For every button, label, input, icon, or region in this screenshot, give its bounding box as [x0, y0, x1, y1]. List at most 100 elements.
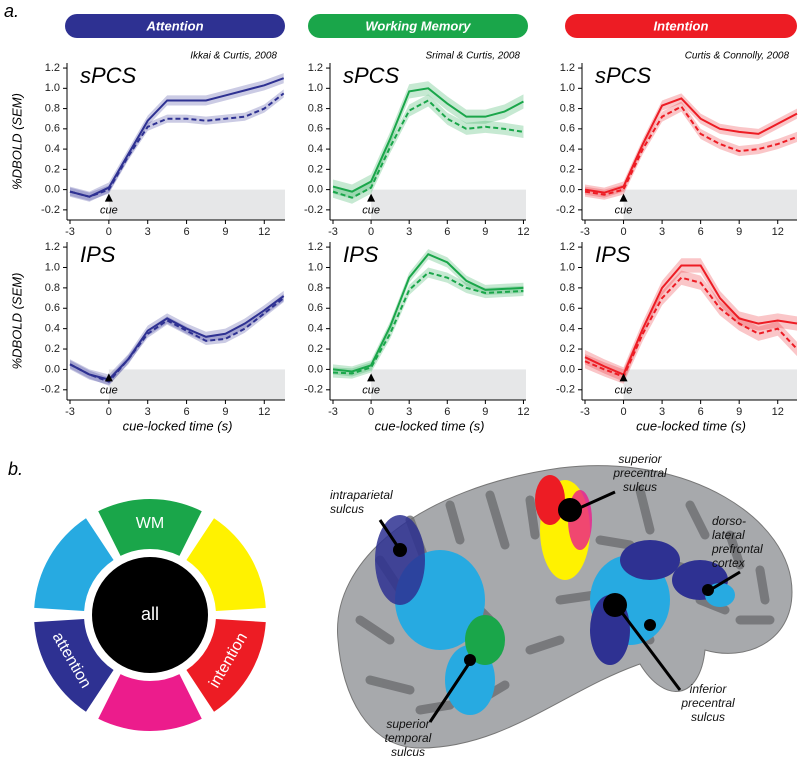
y-tick-label: 1.2 [308, 241, 323, 253]
y-tick-label: 0.2 [560, 163, 575, 175]
sem-band [70, 293, 284, 386]
y-tick-label: 0.8 [45, 102, 60, 114]
brain-label: sulcus [691, 710, 725, 724]
wheel-segment [98, 499, 202, 556]
brain-label: superior [386, 717, 430, 731]
x-tick-label: 9 [222, 226, 228, 238]
citation: Ikkai & Curtis, 2008 [190, 51, 277, 62]
sem-band [585, 270, 797, 384]
cue-marker [367, 193, 376, 202]
y-tick-label: -0.2 [41, 204, 60, 216]
brain-label: sulcus [623, 480, 657, 494]
y-tick-label: 0.6 [45, 123, 60, 135]
line [584, 105, 798, 196]
activations [375, 475, 735, 715]
x-tick-label: 12 [517, 406, 529, 418]
x-tick-label: 0 [368, 406, 374, 418]
y-tick-label: 0.0 [560, 363, 575, 375]
wheel-segment [34, 619, 114, 712]
x-tick-label: 6 [444, 406, 450, 418]
y-tick-label: 0.8 [560, 282, 575, 294]
line [69, 92, 285, 198]
y-tick-label: 1.0 [45, 82, 60, 94]
y-tick-label: 0.0 [560, 184, 575, 196]
annotation: cue [100, 384, 118, 396]
y-tick-label: 1.2 [45, 62, 60, 74]
line [584, 97, 798, 194]
brain-label: temporal [385, 731, 432, 745]
x-tick-label: -3 [328, 226, 338, 238]
baseline-shade [623, 369, 797, 400]
y-tick-label: 1.2 [308, 62, 323, 74]
column-header [565, 14, 797, 38]
sem-band [333, 94, 524, 204]
y-tick-label: 0.6 [45, 302, 60, 314]
x-tick-label: 3 [145, 226, 151, 238]
x-tick-label: 9 [482, 226, 488, 238]
y-tick-label: 0.8 [560, 102, 575, 114]
wheel-center [92, 557, 208, 673]
brain-label: cortex [712, 556, 746, 570]
wheel-label: WM [136, 515, 164, 532]
x-tick-label: 3 [145, 406, 151, 418]
brain-label: sulcus [330, 502, 364, 516]
y-tick-label: 0.6 [560, 123, 575, 135]
line [69, 295, 285, 381]
annotation: cue [615, 384, 633, 396]
y-tick-label: 1.0 [308, 261, 323, 273]
x-tick-label: 3 [406, 406, 412, 418]
baseline-shade [623, 189, 797, 220]
y-tick-label: -0.2 [304, 384, 323, 396]
x-tick-label: 3 [659, 226, 665, 238]
panel-label: b. [8, 459, 23, 479]
annotation: cue [362, 205, 380, 217]
x-tick-label: 12 [772, 406, 784, 418]
brain [337, 465, 793, 749]
brain-label: dorso- [712, 514, 746, 528]
brain-label: lateral [712, 528, 745, 542]
x-axis-label: cue-locked time (s) [636, 418, 746, 433]
y-tick-label: 0.4 [308, 143, 323, 155]
x-tick-label: 12 [258, 226, 270, 238]
column-title: Working Memory [365, 18, 471, 33]
y-tick-label: 0.2 [45, 343, 60, 355]
x-tick-label: 0 [620, 406, 626, 418]
x-tick-label: 6 [184, 226, 190, 238]
x-axis-label: cue-locked time (s) [375, 418, 485, 433]
x-tick-label: 12 [772, 226, 784, 238]
baseline-shade [108, 189, 285, 220]
y-tick-label: 0.4 [45, 323, 60, 335]
y-tick-label: 0.0 [45, 363, 60, 375]
x-tick-label: 9 [222, 406, 228, 418]
column-title: Intention [654, 18, 709, 33]
annotation: cue [615, 205, 633, 217]
x-tick-label: 12 [258, 406, 270, 418]
x-tick-label: 0 [106, 226, 112, 238]
y-tick-label: 1.0 [45, 261, 60, 273]
citation: Srimal & Curtis, 2008 [426, 51, 521, 62]
y-tick-label: 1.2 [560, 62, 575, 74]
region-label: sPCS [343, 63, 400, 88]
y-tick-label: 0.2 [560, 343, 575, 355]
sem-band [585, 258, 797, 382]
column-title: Attention [145, 18, 203, 33]
line [584, 264, 798, 376]
y-tick-label: 0.6 [308, 302, 323, 314]
baseline-shade [371, 189, 526, 220]
x-tick-label: 3 [406, 226, 412, 238]
baseline-shade [108, 369, 285, 400]
y-tick-label: 0.4 [560, 323, 575, 335]
region-label: sPCS [595, 63, 652, 88]
line [584, 276, 798, 378]
y-tick-label: 0.4 [45, 143, 60, 155]
cue-marker [104, 373, 113, 382]
line [69, 297, 285, 383]
line [332, 271, 524, 375]
y-tick-label: -0.2 [304, 204, 323, 216]
sem-band [70, 290, 284, 385]
y-tick-label: 0.4 [560, 143, 575, 155]
y-tick-label: 0.0 [308, 184, 323, 196]
y-tick-label: 0.4 [308, 323, 323, 335]
sem-band [333, 267, 524, 379]
